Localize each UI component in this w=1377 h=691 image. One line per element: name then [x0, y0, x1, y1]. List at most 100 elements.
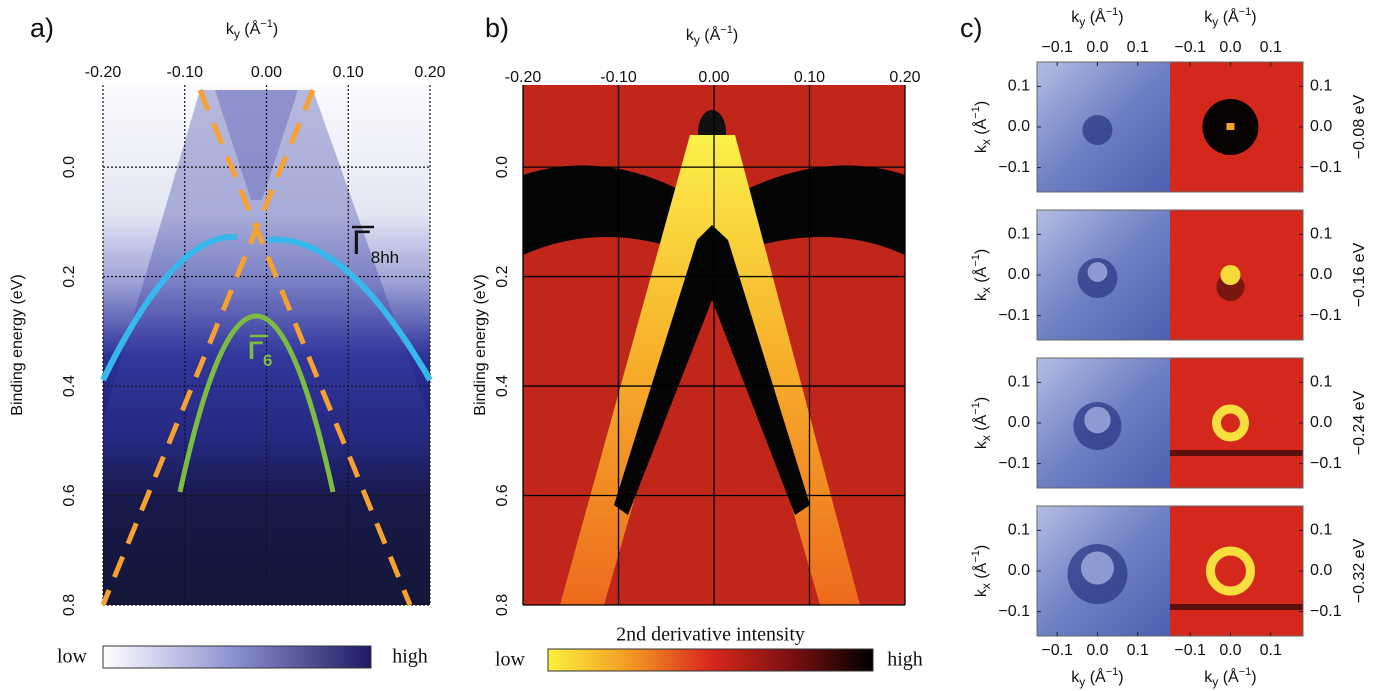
- x-tick-label: 0.00: [251, 64, 282, 81]
- energy-label: −0.24 eV: [1351, 390, 1368, 455]
- map-feature: [1220, 265, 1241, 285]
- label-part: x: [979, 287, 993, 293]
- label-part: k: [1204, 669, 1213, 686]
- y-tick-label: −0.1: [1310, 159, 1342, 176]
- label-part: ): [1251, 669, 1256, 686]
- label-part: −1: [970, 254, 982, 267]
- x-tick-label: -0.20: [85, 64, 122, 81]
- axis-label: ky (Å−1): [1071, 666, 1123, 689]
- x-tick-label: 0.10: [794, 69, 825, 86]
- x-tick-label: 0.1: [1127, 39, 1149, 56]
- momentum-map-red: [1170, 358, 1303, 488]
- label-part: k: [1071, 669, 1080, 686]
- annotation: Γ6: [248, 337, 273, 371]
- label-part: ): [973, 249, 990, 254]
- y-tick-label: 0.4: [61, 375, 78, 397]
- label-part: ): [973, 101, 990, 106]
- map-feature: [1080, 551, 1114, 585]
- y-tick-label: −0.1: [998, 307, 1030, 324]
- label-part: (Å: [971, 118, 990, 139]
- label-part: y: [694, 33, 700, 47]
- x-tick-label: 0.10: [333, 64, 364, 81]
- axis-label: kx (Å−1): [970, 397, 993, 449]
- label-part: k: [226, 21, 235, 38]
- annotation: Γ8hh: [352, 224, 399, 268]
- y-tick-label: 0.4: [494, 375, 511, 397]
- label-part: (Å: [240, 19, 261, 38]
- label-part: x: [979, 435, 993, 441]
- x-tick-label: 0.1: [1260, 642, 1282, 659]
- y-tick-label: 0.0: [1310, 266, 1332, 283]
- x-tick-label: -0.10: [600, 69, 637, 86]
- label-part: ): [733, 27, 738, 44]
- energy-label: −0.16 eV: [1351, 242, 1368, 307]
- x-tick-label: 0.1: [1127, 642, 1149, 659]
- label-part: y: [1212, 675, 1218, 689]
- label-part: k: [1071, 9, 1080, 26]
- y-tick-label: 0.0: [1310, 562, 1332, 579]
- label-part: −1: [1106, 6, 1119, 18]
- colorbar-title: 2nd derivative intensity: [616, 624, 805, 646]
- y-tick-label: 0.8: [494, 594, 511, 616]
- y-tick-label: 0.1: [1310, 226, 1332, 243]
- y-tick-label: 0.1: [1008, 78, 1030, 95]
- label-part: k: [973, 144, 990, 153]
- y-tick-label: 0.1: [1008, 226, 1030, 243]
- label-part: −1: [720, 24, 733, 36]
- map-feature: [1087, 262, 1108, 282]
- colorbar-low: low: [495, 649, 526, 671]
- y-tick-label: 0.1: [1008, 374, 1030, 391]
- label-part: y: [234, 27, 240, 41]
- label-part: (Å: [700, 25, 721, 44]
- label-part: (Å: [971, 414, 990, 435]
- y-tick-label: −0.1: [1310, 307, 1342, 324]
- label-part: ): [1118, 669, 1123, 686]
- axis-label: Binding energy (eV): [9, 274, 26, 415]
- y-tick-label: −0.1: [998, 159, 1030, 176]
- label-part: ): [1118, 9, 1123, 26]
- y-tick-label: 0.0: [1008, 562, 1030, 579]
- axis-label: kx (Å−1): [970, 545, 993, 597]
- label-part: k: [973, 292, 990, 301]
- label-part: k: [1204, 9, 1213, 26]
- map-feature: [1084, 406, 1111, 434]
- y-tick-label: 0.0: [1008, 414, 1030, 431]
- x-tick-label: 0.1: [1260, 39, 1282, 56]
- y-tick-label: 0.2: [494, 265, 511, 287]
- label-part: −1: [260, 18, 273, 30]
- y-tick-label: 0.0: [1310, 118, 1332, 135]
- axis-label: ky (Å−1): [1071, 6, 1123, 29]
- label-part: ): [973, 545, 990, 550]
- label-part: (Å: [971, 266, 990, 287]
- colorbar: [102, 645, 372, 669]
- label-part: x: [979, 139, 993, 145]
- x-tick-label: −0.1: [1174, 642, 1206, 659]
- label-part: (Å: [1218, 667, 1239, 686]
- label-part: ): [973, 397, 990, 402]
- colorbar-high: high: [887, 649, 923, 671]
- label-part: (Å: [1085, 7, 1106, 26]
- y-tick-label: 0.0: [1008, 266, 1030, 283]
- axis-label: kx (Å−1): [970, 249, 993, 301]
- colorbar-high: high: [392, 646, 428, 668]
- band-curves: [100, 89, 433, 606]
- label-part: −1: [970, 106, 982, 119]
- y-tick-label: −0.1: [998, 455, 1030, 472]
- axis-label: ky (Å−1): [1204, 666, 1256, 689]
- x-tick-label: 0.0: [1219, 39, 1241, 56]
- y-tick-label: −0.1: [1310, 603, 1342, 620]
- colorbar: [547, 648, 874, 672]
- map-feature: [1211, 404, 1249, 442]
- x-tick-label: -0.10: [167, 64, 204, 81]
- y-tick-label: 0.1: [1008, 522, 1030, 539]
- panel-label: b): [485, 13, 509, 43]
- label-part: k: [686, 27, 695, 44]
- label-part: −1: [1239, 666, 1252, 678]
- momentum-map-red: [1170, 506, 1303, 636]
- label-part: (Å: [971, 562, 990, 583]
- panel-label: c): [960, 13, 983, 43]
- x-tick-label: 0.0: [1086, 642, 1108, 659]
- y-tick-label: 0.8: [61, 594, 78, 616]
- map-feature: [1226, 123, 1235, 130]
